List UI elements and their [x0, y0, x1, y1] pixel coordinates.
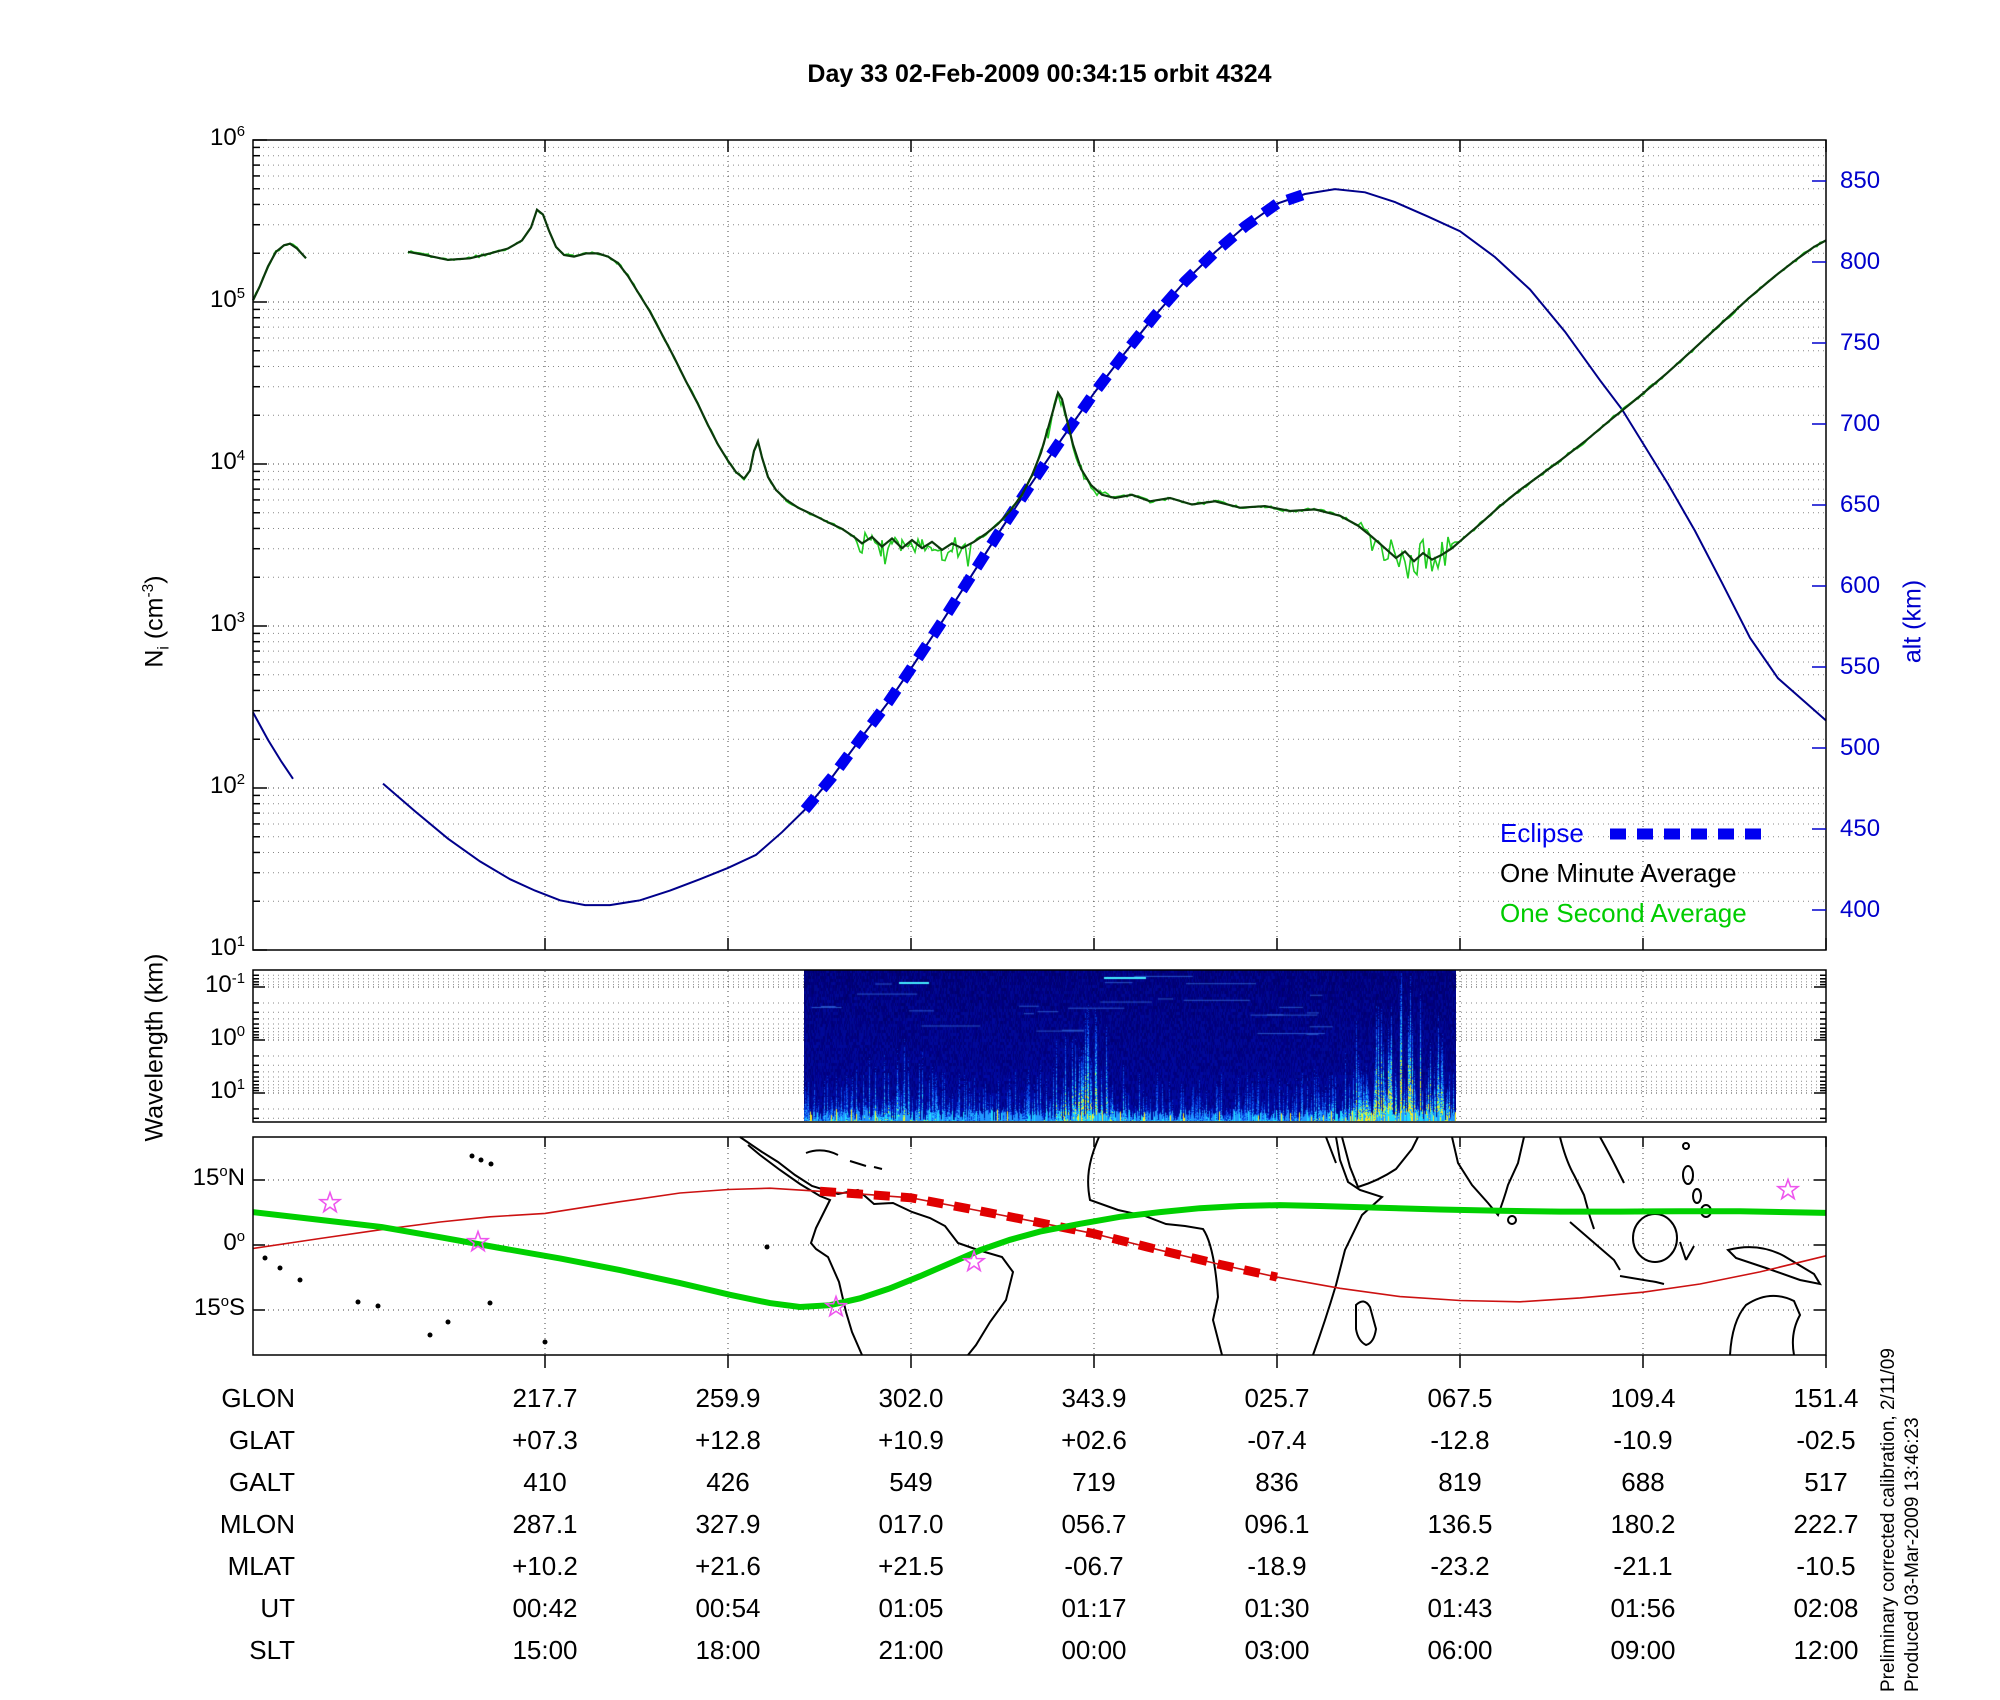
wavelength-tick-label: 101	[210, 1077, 245, 1104]
table-cell tbl-slt: 09:00	[1610, 1635, 1676, 1665]
ni-tick-label: 104	[210, 448, 245, 475]
table-cell tbl-mlat: +21.5	[878, 1551, 944, 1581]
alt-tick-label: 500	[1840, 734, 1881, 761]
ni-tick-label: 106	[210, 124, 245, 151]
table-cell tbl-ut: 00:42	[512, 1593, 578, 1623]
produced-note: Produced 03-Mar-2009 13:46:23	[1902, 1417, 1923, 1692]
table-cell tbl-glon: 067.5	[1427, 1383, 1493, 1413]
table-cell tbl-mlon: 096.1	[1244, 1509, 1310, 1539]
table-cell tbl-glon: 109.4	[1610, 1383, 1676, 1413]
table-cell tbl-mlon: 287.1	[512, 1509, 578, 1539]
table-cell tbl-glat: -12.8	[1430, 1425, 1490, 1455]
table-cell tbl-glon: 151.4	[1793, 1383, 1859, 1413]
table-row-label: MLAT	[227, 1551, 295, 1581]
table-cell tbl-ut: 01:56	[1610, 1593, 1676, 1623]
table-cell tbl-glat: +02.6	[1061, 1425, 1127, 1455]
table-cell tbl-ut: 02:08	[1793, 1593, 1859, 1623]
table-cell tbl-slt: 03:00	[1244, 1635, 1310, 1665]
table-cell tbl-glon: 025.7	[1244, 1383, 1310, 1413]
wavelength-tick-label: 100	[210, 1024, 245, 1051]
table-cell tbl-slt: 18:00	[695, 1635, 761, 1665]
alt-tick-label: 600	[1840, 572, 1881, 599]
table-row-label: SLT	[249, 1635, 295, 1665]
table-cell tbl-glon: 259.9	[695, 1383, 761, 1413]
table-cell tbl-galt: 819	[1438, 1467, 1482, 1497]
table-cell tbl-slt: 12:00	[1793, 1635, 1859, 1665]
table-row-label: MLON	[219, 1509, 295, 1539]
table-cell tbl-mlat: -21.1	[1613, 1551, 1673, 1581]
alt-tick-label: 550	[1840, 653, 1881, 680]
table-cell tbl-mlat: -06.7	[1064, 1551, 1124, 1581]
legend-one-minute-average: One Minute Average	[1500, 858, 1737, 888]
map-lat-label: 15oN	[192, 1164, 245, 1191]
table-cell tbl-galt: 426	[706, 1467, 750, 1497]
table-cell tbl-mlon: 017.0	[878, 1509, 944, 1539]
table-cell tbl-glat: -10.9	[1613, 1425, 1673, 1455]
page-title: Day 33 02-Feb-2009 00:34:15 orbit 4324	[807, 60, 1272, 88]
alt-tick-label: 800	[1840, 248, 1881, 275]
ni-tick-label: 105	[210, 286, 245, 313]
table-row-label: GLAT	[229, 1425, 295, 1455]
table-cell tbl-mlon: 136.5	[1427, 1509, 1493, 1539]
map-lat-label: 0o	[223, 1229, 245, 1256]
table-cell tbl-galt: 410	[523, 1467, 567, 1497]
table-cell tbl-ut: 01:30	[1244, 1593, 1310, 1623]
table-cell tbl-mlon: 056.7	[1061, 1509, 1127, 1539]
ni-tick-label: 101	[210, 934, 245, 961]
alt-axis-label: alt (km)	[1898, 579, 1927, 664]
alt-tick-label: 650	[1840, 491, 1881, 518]
table-cell tbl-galt: 549	[889, 1467, 933, 1497]
table-cell tbl-mlat: -10.5	[1796, 1551, 1856, 1581]
legend-eclipse: Eclipse	[1500, 818, 1584, 848]
calibration-note: Preliminary corrected calibration, 2/11/…	[1878, 1348, 1899, 1692]
table-cell tbl-mlat: +21.6	[695, 1551, 761, 1581]
table-row-label: GALT	[229, 1467, 295, 1497]
alt-tick-label: 850	[1840, 167, 1881, 194]
table-cell tbl-galt: 688	[1621, 1467, 1665, 1497]
table-row-label: GLON	[221, 1383, 295, 1413]
table-cell tbl-ut: 01:17	[1061, 1593, 1127, 1623]
table-cell tbl-galt: 836	[1255, 1467, 1299, 1497]
table-cell tbl-slt: 21:00	[878, 1635, 944, 1665]
table-cell tbl-slt: 00:00	[1061, 1635, 1127, 1665]
table-cell tbl-mlat: +10.2	[512, 1551, 578, 1581]
alt-tick-label: 700	[1840, 410, 1881, 437]
table-cell tbl-glon: 343.9	[1061, 1383, 1127, 1413]
table-cell tbl-galt: 517	[1804, 1467, 1848, 1497]
alt-tick-label: 400	[1840, 896, 1881, 923]
table-cell tbl-mlon: 222.7	[1793, 1509, 1859, 1539]
ni-tick-label: 102	[210, 772, 245, 799]
wavelength-tick-label: 10-1	[205, 971, 245, 998]
table-cell tbl-slt: 06:00	[1427, 1635, 1493, 1665]
table-cell tbl-glon: 302.0	[878, 1383, 944, 1413]
table-cell tbl-glat: +07.3	[512, 1425, 578, 1455]
table-cell tbl-mlon: 180.2	[1610, 1509, 1676, 1539]
table-cell tbl-mlon: 327.9	[695, 1509, 761, 1539]
table-cell tbl-glat: +12.8	[695, 1425, 761, 1455]
table-cell tbl-galt: 719	[1072, 1467, 1116, 1497]
table-cell tbl-glat: -02.5	[1796, 1425, 1856, 1455]
wavelength-spectrogram	[804, 970, 1456, 1121]
alt-tick-label: 750	[1840, 329, 1881, 356]
alt-tick-label: 450	[1840, 815, 1881, 842]
table-cell tbl-mlat: -23.2	[1430, 1551, 1490, 1581]
table-row-label: UT	[260, 1593, 295, 1623]
legend-one-second-average: One Second Average	[1500, 898, 1747, 928]
table-cell tbl-glat: -07.4	[1247, 1425, 1307, 1455]
map-lat-label: 15oS	[194, 1293, 245, 1321]
table-cell tbl-glon: 217.7	[512, 1383, 578, 1413]
table-cell tbl-mlat: -18.9	[1247, 1551, 1307, 1581]
table-cell tbl-ut: 00:54	[695, 1593, 761, 1623]
table-cell tbl-glat: +10.9	[878, 1425, 944, 1455]
table-cell tbl-ut: 01:43	[1427, 1593, 1493, 1623]
table-cell tbl-slt: 15:00	[512, 1635, 578, 1665]
ni-tick-label: 103	[210, 610, 245, 637]
table-cell tbl-ut: 01:05	[878, 1593, 944, 1623]
